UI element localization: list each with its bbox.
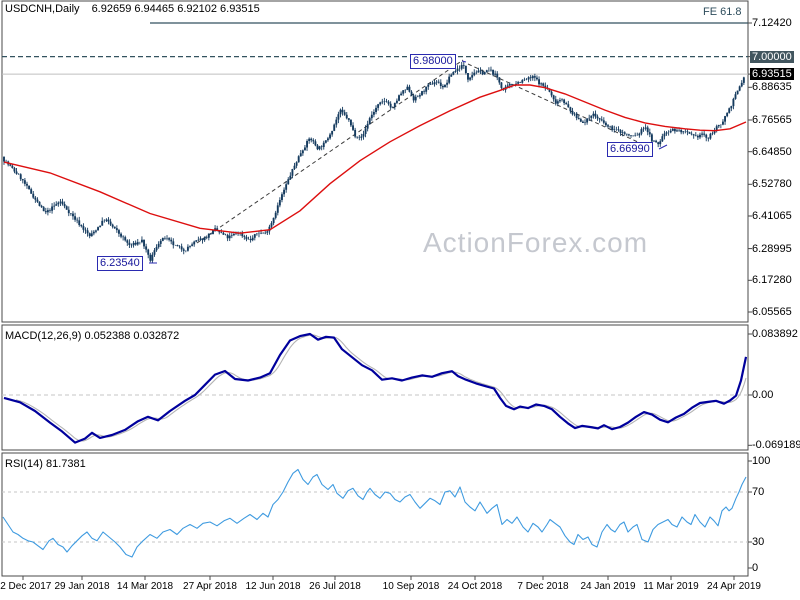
ohlc-quote: 6.92659 6.94465 6.92102 6.93515 (91, 3, 260, 15)
axis-label-7.12420: 7.12420 (752, 17, 792, 29)
macd-main-line (3, 332, 748, 444)
date-label: 24 Jan 2019 (580, 581, 636, 592)
candlestick-wicks (3, 61, 745, 263)
date-label: 14 Mar 2018 (116, 581, 174, 592)
price-annotation: 6.66990 (607, 142, 653, 157)
axis-label-7.00000: 7.00000 (750, 50, 794, 63)
axis-label-100: 100 (752, 455, 771, 467)
axis-label-6.88635: 6.88635 (752, 81, 792, 94)
price-annotation: 6.23540 (97, 256, 143, 271)
axis-label-6.76565: 6.76565 (752, 114, 792, 126)
watermark: ActionForex.com (423, 227, 649, 258)
macd-indicator-label: MACD(12,26,9) 0.052388 0.032872 (5, 330, 180, 342)
axis-label-6.64850: 6.64850 (752, 145, 792, 158)
price-panel-frame (1, 0, 749, 323)
axis-label-30: 30 (752, 536, 765, 548)
axis-label-70: 70 (752, 486, 765, 498)
candlestick-bodies (3, 65, 745, 261)
date-label: 27 Apr 2018 (183, 581, 237, 592)
symbol-period-label: USDCNH,Daily (5, 3, 80, 15)
axis-label-6.93515: 6.93515 (750, 68, 794, 81)
axis-label-6.41065: 6.41065 (752, 210, 792, 222)
price-annotation: 6.98000 (410, 54, 456, 69)
macd-signal-line (15, 334, 747, 442)
axis-label-6.28995: 6.28995 (752, 242, 792, 255)
axis-label-0: 0 (752, 562, 759, 574)
date-label: 7 Dec 2018 (517, 581, 569, 592)
date-label: 11 Mar 2019 (643, 581, 699, 592)
moving-average-line (3, 84, 747, 234)
annotation-leader (461, 60, 467, 63)
date-label: 12 Jun 2018 (245, 581, 301, 592)
date-label: 24 Oct 2018 (447, 581, 503, 592)
axis-label--0.069189: -0.069189 (752, 439, 800, 452)
axis-label-6.05565: 6.05565 (752, 306, 792, 318)
date-label: 24 Apr 2019 (707, 581, 761, 592)
axis-label-6.17280: 6.17280 (752, 274, 792, 287)
axis-label-6.52780: 6.52780 (752, 178, 792, 191)
fibonacci-extension-label: FE 61.8 (703, 6, 742, 18)
axis-label-0.00: 0.00 (752, 389, 774, 401)
date-label: 29 Jan 2018 (54, 581, 110, 592)
trendline-1 (196, 59, 464, 244)
rsi-panel-frame (1, 452, 749, 577)
date-label: 10 Sep 2018 (382, 581, 440, 592)
annotation-leader (658, 144, 668, 150)
axis-label-0.083892: 0.083892 (752, 328, 798, 340)
date-label: 12 Dec 2017 (0, 581, 52, 592)
rsi-line (2, 468, 747, 558)
macd-panel-frame (1, 324, 749, 451)
date-label: 26 Jul 2018 (309, 581, 361, 592)
chart-title: USDCNH,Daily 6.92659 6.94465 6.92102 6.93… (5, 3, 260, 15)
rsi-indicator-label: RSI(14) 81.7381 (5, 458, 86, 470)
